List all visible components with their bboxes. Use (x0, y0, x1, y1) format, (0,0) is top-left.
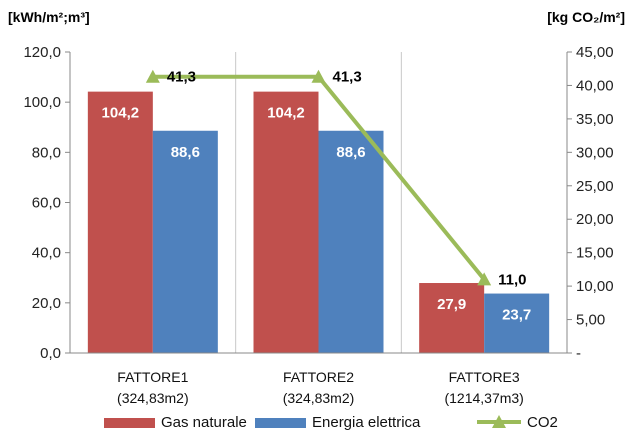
category-labels: FATTORE1 (324,83m2) FATTORE2 (324,83m2) FATT… (117, 369, 524, 406)
category-sublabel: (1214,37m3) (444, 390, 523, 406)
bar (152, 130, 218, 353)
bar-value-label: 104,2 (102, 105, 140, 122)
category-label: FATTORE3 (449, 369, 520, 385)
right-tick-label: 15,00 (576, 245, 614, 262)
bar (419, 283, 485, 353)
right-tick-label: 45,00 (576, 44, 614, 61)
legend-marker (492, 415, 506, 428)
right-tick-label: 5,00 (576, 312, 605, 329)
legend-label: Gas naturale (161, 414, 247, 431)
category-sublabel: (324,83m2) (283, 390, 355, 406)
co2-marker (477, 272, 492, 286)
co2-marker (145, 69, 160, 83)
left-axis-ticks: 0,0 20,0 40,0 60,0 80,0 100,0 120,0 (23, 44, 70, 362)
bar-value-label: 88,6 (171, 144, 200, 161)
bar (484, 293, 550, 353)
legend: Gas naturale Energia elettrica CO2 (104, 414, 558, 431)
bar-value-label: 27,9 (437, 296, 466, 313)
bar-value-label: 104,2 (267, 105, 305, 122)
bar-value-label: 23,7 (502, 307, 531, 324)
co2-line-series: 41,3 41,3 11,0 (145, 69, 527, 288)
category-sublabel: (324,83m2) (117, 390, 189, 406)
co2-value-label: 41,3 (167, 69, 196, 86)
co2-value-label: 41,3 (333, 69, 362, 86)
right-axis-unit: [kg CO₂/m²] (547, 9, 625, 25)
legend-label: CO2 (527, 414, 558, 431)
left-tick-label: 80,0 (32, 144, 61, 161)
co2-value-label: 11,0 (498, 271, 526, 288)
left-axis-unit: [kWh/m²;m³] (8, 9, 90, 25)
left-tick-label: 120,0 (23, 44, 61, 61)
left-tick-label: 20,0 (32, 295, 61, 312)
category-label: FATTORE1 (117, 369, 188, 385)
category-label: FATTORE2 (283, 369, 354, 385)
bar (253, 91, 319, 354)
right-tick-label: 10,00 (576, 278, 614, 295)
right-tick-label: 35,00 (576, 111, 614, 128)
left-tick-label: 0,0 (40, 345, 61, 362)
bar-series: 104,2 104,2 27,9 88,6 88,6 23,7 (87, 91, 550, 354)
bar (318, 130, 384, 353)
left-tick-label: 100,0 (23, 94, 61, 111)
right-tick-label: 40,00 (576, 77, 614, 94)
vertical-gridlines (235, 52, 402, 353)
left-tick-label: 40,0 (32, 245, 61, 262)
bar-value-label: 88,6 (336, 144, 365, 161)
co2-marker (311, 69, 326, 83)
right-tick-label: 25,00 (576, 178, 614, 195)
right-tick-label: 30,00 (576, 144, 614, 161)
legend-swatch (255, 418, 306, 428)
right-tick-label: - (576, 345, 581, 362)
legend-swatch (104, 418, 155, 428)
right-axis-ticks: - 5,00 10,00 15,00 20,00 25,00 30,00 35,00 40,00… (567, 44, 614, 362)
right-tick-label: 20,00 (576, 211, 614, 228)
left-tick-label: 60,0 (32, 195, 61, 212)
bar (87, 91, 153, 354)
legend-label: Energia elettrica (312, 414, 421, 431)
